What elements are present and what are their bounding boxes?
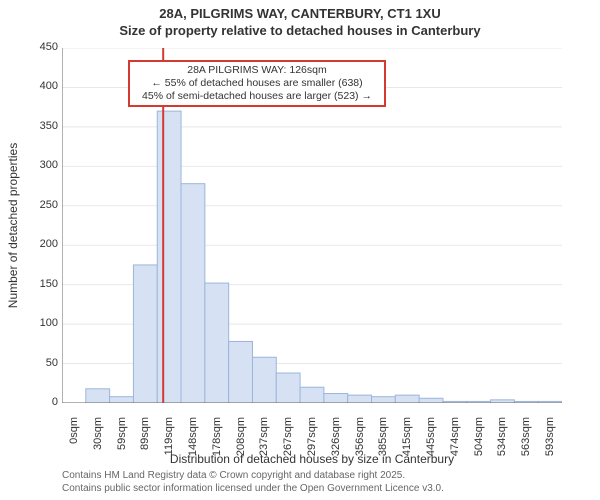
y-tick-label: 0 xyxy=(26,396,58,408)
callout-line: 45% of semi-detached houses are larger (… xyxy=(136,90,378,103)
footer-line: Contains HM Land Registry data © Crown c… xyxy=(62,470,562,483)
chart-figure: 28A, PILGRIMS WAY, CANTERBURY, CT1 1XU S… xyxy=(0,0,600,500)
x-tick-label: 445sqm xyxy=(425,417,437,477)
title-line-1: 28A, PILGRIMS WAY, CANTERBURY, CT1 1XU xyxy=(0,6,600,21)
x-tick-label: 237sqm xyxy=(258,417,270,477)
x-tick-label: 326sqm xyxy=(330,417,342,477)
y-tick-label: 450 xyxy=(26,41,58,53)
y-tick-label: 250 xyxy=(26,199,58,211)
x-tick-label: 267sqm xyxy=(282,417,294,477)
y-tick-label: 100 xyxy=(26,317,58,329)
y-tick-label: 400 xyxy=(26,80,58,92)
title-block: 28A, PILGRIMS WAY, CANTERBURY, CT1 1XU S… xyxy=(0,6,600,38)
y-tick-label: 200 xyxy=(26,238,58,250)
x-tick-label: 208sqm xyxy=(235,417,247,477)
x-tick-label: 593sqm xyxy=(544,417,556,477)
callout-line: ← 55% of detached houses are smaller (63… xyxy=(136,77,378,90)
callout-line: 28A PILGRIMS WAY: 126sqm xyxy=(136,64,378,77)
y-tick-label: 350 xyxy=(26,120,58,132)
x-tick-label: 385sqm xyxy=(377,417,389,477)
x-tick-label: 148sqm xyxy=(187,417,199,477)
x-tick-label: 0sqm xyxy=(68,417,80,477)
x-tick-label: 504sqm xyxy=(473,417,485,477)
x-tick-label: 178sqm xyxy=(211,417,223,477)
y-tick-label: 300 xyxy=(26,159,58,171)
footer-line: Contains public sector information licen… xyxy=(62,483,562,496)
x-tick-label: 563sqm xyxy=(520,417,532,477)
x-tick-label: 30sqm xyxy=(92,417,104,477)
x-tick-label: 474sqm xyxy=(449,417,461,477)
y-axis-label: Number of detached properties xyxy=(6,48,24,403)
x-tick-label: 356sqm xyxy=(354,417,366,477)
x-tick-label: 534sqm xyxy=(496,417,508,477)
x-tick-label: 415sqm xyxy=(401,417,413,477)
y-tick-label: 50 xyxy=(26,357,58,369)
x-tick-label: 297sqm xyxy=(306,417,318,477)
callout-box: 28A PILGRIMS WAY: 126sqm ← 55% of detach… xyxy=(128,60,386,107)
x-tick-label: 89sqm xyxy=(139,417,151,477)
title-line-2: Size of property relative to detached ho… xyxy=(0,23,600,38)
attribution-footer: Contains HM Land Registry data © Crown c… xyxy=(62,470,562,495)
x-tick-label: 119sqm xyxy=(163,417,175,477)
x-axis-label: Distribution of detached houses by size … xyxy=(62,452,562,466)
y-tick-label: 150 xyxy=(26,278,58,290)
x-tick-label: 59sqm xyxy=(116,417,128,477)
